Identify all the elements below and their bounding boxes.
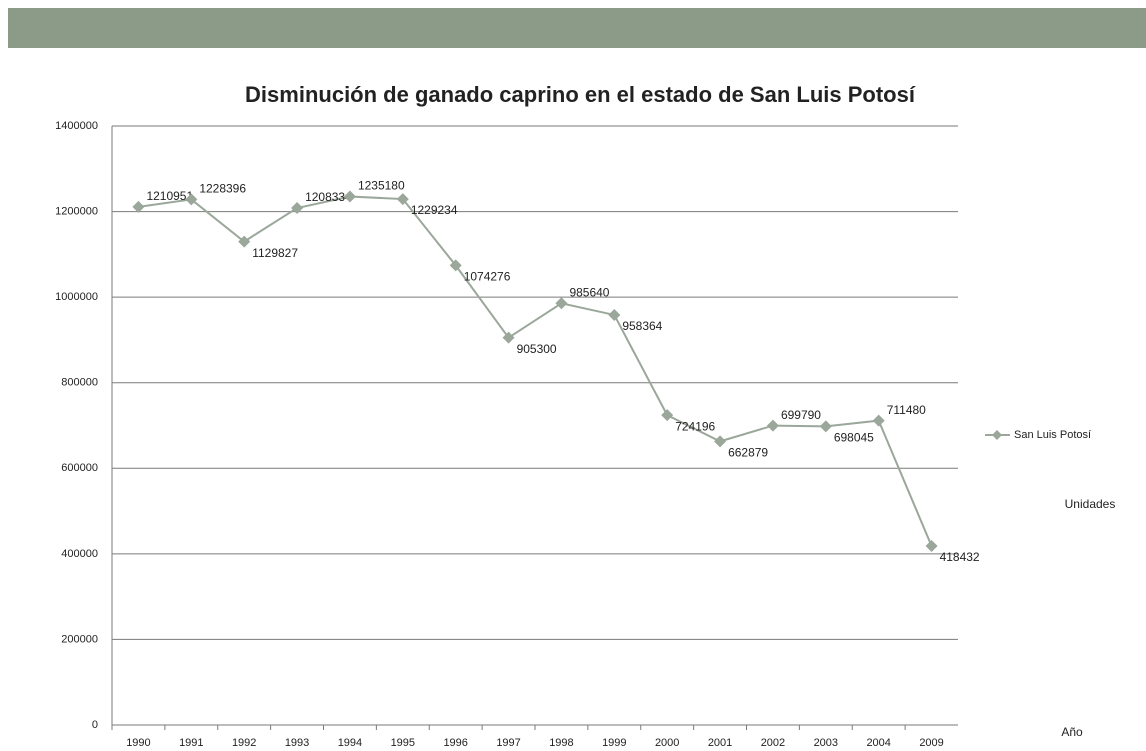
point-marker: [608, 308, 621, 321]
point-marker: [449, 259, 462, 272]
y-tick-label: 1400000: [55, 120, 98, 132]
data-label: 1229234: [411, 203, 458, 217]
point-marker: [661, 409, 674, 422]
y-tick-label: 800000: [61, 377, 98, 389]
x-tick-label: 1991: [179, 737, 203, 749]
y-tick-label: 600000: [61, 462, 98, 474]
x-tick-label: 1994: [338, 737, 362, 749]
x-tick-label: 2000: [655, 737, 679, 749]
x-tick-label: 1993: [285, 737, 309, 749]
data-label: 1228396: [199, 182, 246, 196]
data-label: 1129827: [252, 246, 298, 260]
data-label: 905300: [517, 342, 557, 356]
data-label: 1235180: [358, 179, 405, 193]
data-label: 724196: [675, 419, 715, 433]
x-tick-label: 1997: [496, 737, 520, 749]
x-tick-label: 2009: [919, 737, 943, 749]
x-tick-label: 1990: [126, 737, 150, 749]
data-label: 1208334: [305, 190, 352, 204]
point-marker: [185, 193, 198, 206]
data-label: 699790: [781, 408, 821, 422]
legend-marker: [992, 430, 1002, 440]
x-tick-label: 1998: [549, 737, 573, 749]
x-tick-label: 2003: [814, 737, 838, 749]
x-tick-label: 1995: [391, 737, 415, 749]
y-tick-label: 200000: [61, 633, 98, 645]
x-axis-label: Año: [1061, 725, 1083, 739]
data-label: 711480: [887, 403, 926, 417]
data-label: 1210951: [146, 189, 193, 203]
point-marker: [238, 235, 251, 248]
point-marker: [766, 419, 779, 432]
y-axis-label: Unidades: [1065, 497, 1116, 511]
series-line: [138, 195, 933, 547]
y-tick-label: 1200000: [55, 205, 98, 217]
data-label: 958364: [622, 319, 662, 333]
header-band: [8, 8, 1146, 48]
point-marker: [291, 202, 304, 215]
x-tick-label: 2002: [761, 737, 785, 749]
data-label: 1074276: [464, 270, 511, 284]
chart-title: Disminución de ganado caprino en el esta…: [245, 82, 916, 107]
legend-label: San Luis Potosí: [1014, 429, 1091, 441]
point-marker: [132, 200, 145, 213]
y-tick-label: 400000: [61, 548, 98, 560]
point-marker: [925, 539, 938, 552]
x-tick-label: 2001: [708, 737, 732, 749]
x-tick-label: 1992: [232, 737, 256, 749]
point-marker: [555, 297, 568, 310]
data-label: 698045: [834, 431, 874, 445]
point-marker: [714, 435, 727, 448]
data-label: 418432: [940, 550, 980, 564]
point-marker: [872, 414, 885, 427]
x-tick-label: 1996: [443, 737, 467, 749]
x-tick-label: 2004: [866, 737, 890, 749]
data-label: 985640: [569, 285, 609, 299]
y-tick-label: 0: [92, 719, 98, 731]
point-marker: [396, 193, 409, 206]
data-label: 662879: [728, 446, 768, 460]
x-tick-label: 1999: [602, 737, 626, 749]
y-tick-label: 1000000: [55, 291, 98, 303]
point-marker: [819, 420, 832, 433]
point-marker: [343, 190, 356, 203]
point-marker: [502, 331, 515, 344]
